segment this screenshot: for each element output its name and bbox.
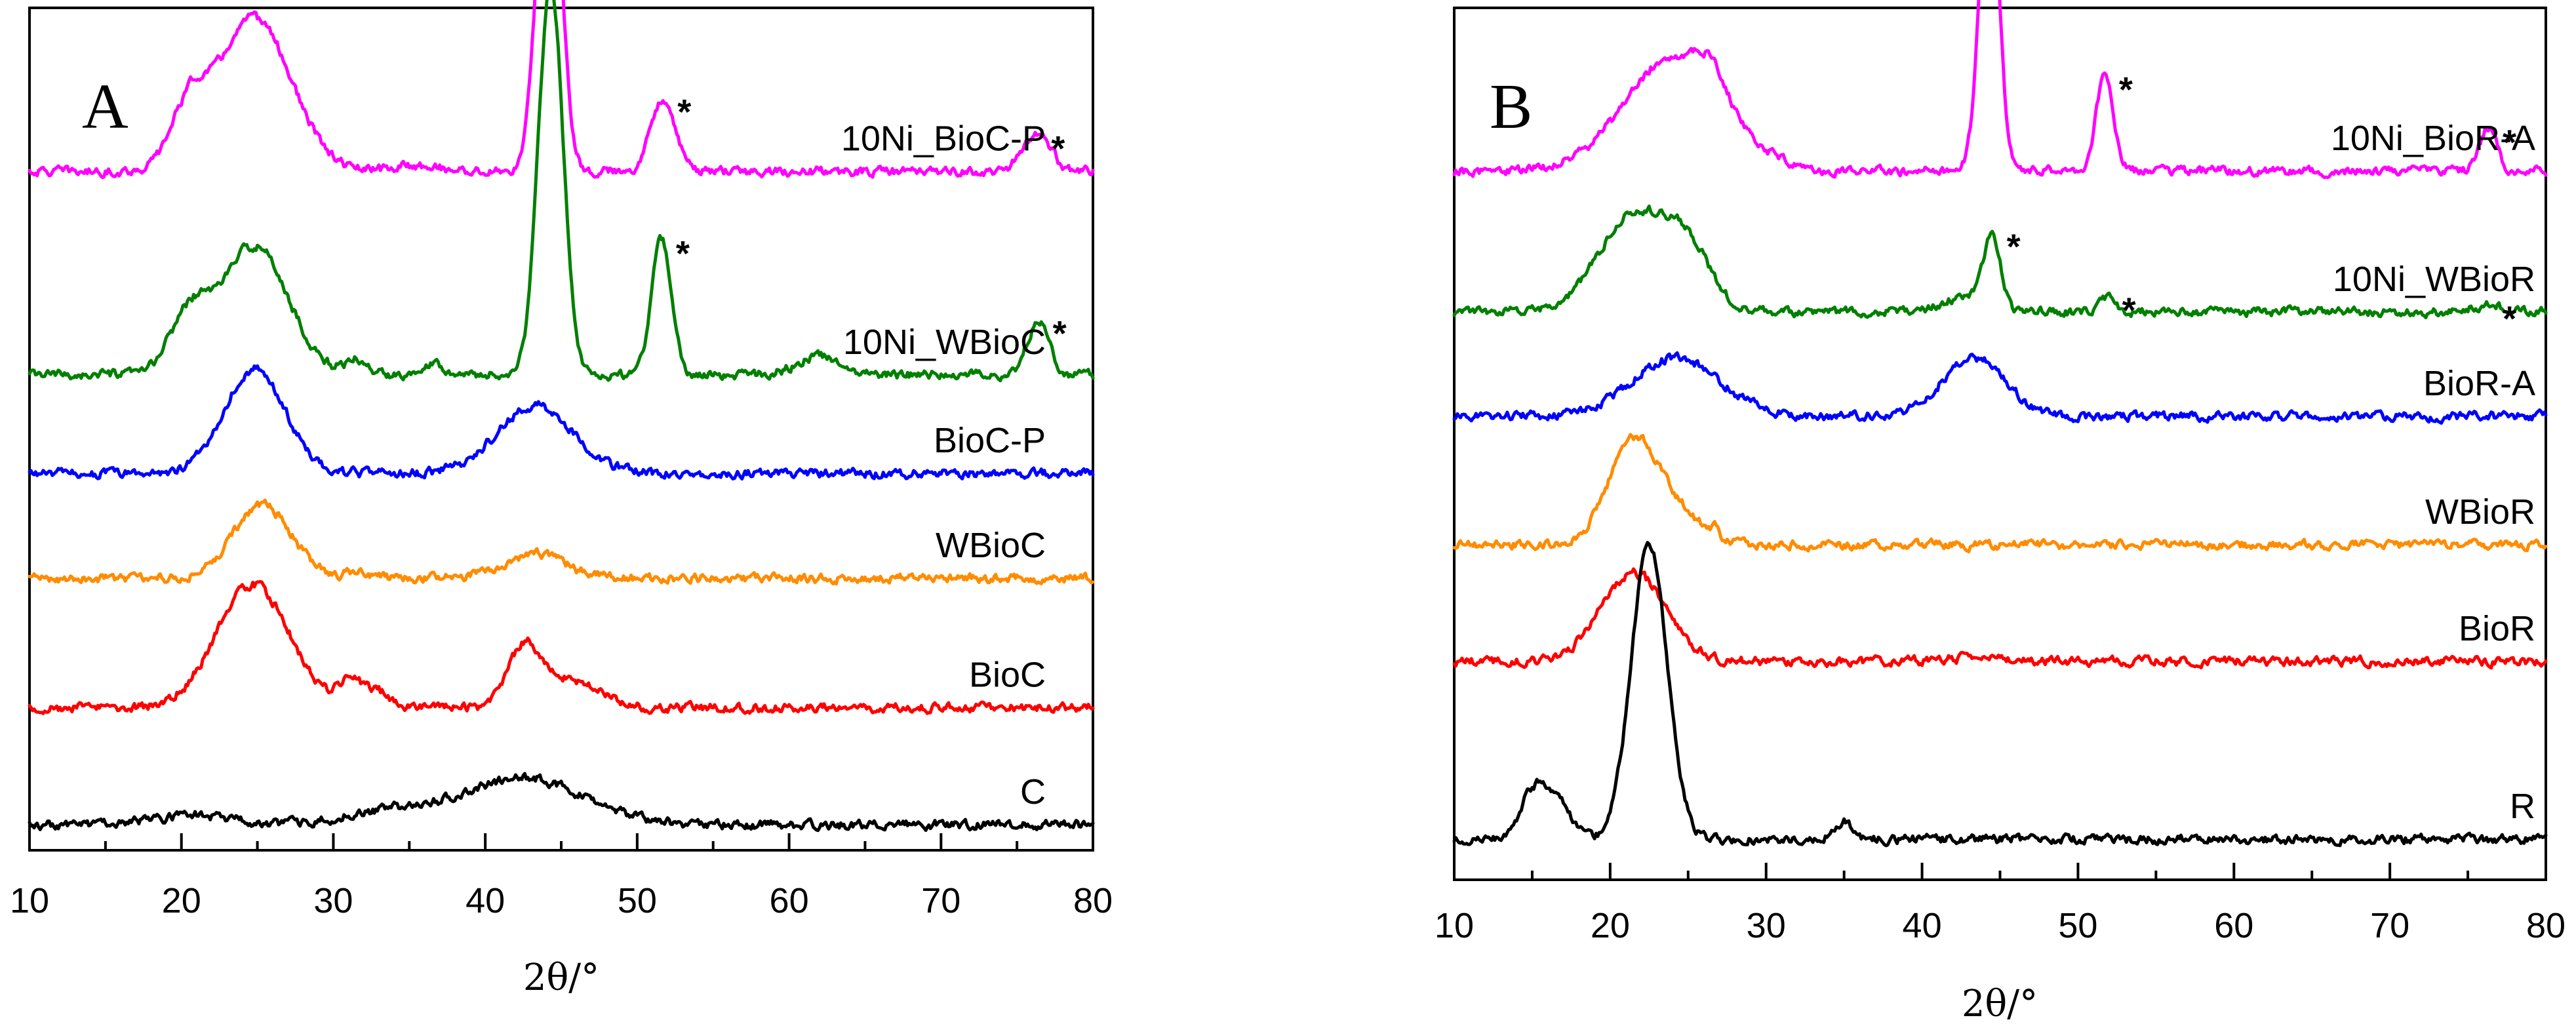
x-tick-label: 50 [618, 881, 657, 920]
x-tick-label: 20 [1591, 906, 1630, 945]
series-label: 10Ni_WBioC [843, 323, 1046, 362]
x-tick-label: 50 [2058, 906, 2097, 945]
series-label: WBioR [2425, 492, 2535, 532]
series-line-bioc-p [28, 364, 1095, 481]
panel-a-x-axis-title: 2θ/° [523, 956, 599, 999]
series-line-bior [1452, 567, 2548, 670]
peak-marker: * [2119, 70, 2133, 109]
x-tick-label: 70 [921, 881, 961, 920]
panel-b-x-ticks: 10 20 30 40 50 60 70 80 [1435, 863, 2566, 945]
x-tick-label: 40 [466, 881, 505, 920]
panel-a-x-ticks: 10 20 30 40 50 60 70 80 [10, 833, 1113, 920]
series-line-wbioc [28, 498, 1095, 586]
peak-marker: * [2503, 300, 2516, 339]
series-line-10ni-wbioc [28, 0, 1095, 383]
series-label: R [2510, 787, 2535, 826]
x-tick-label: 10 [10, 881, 49, 920]
peak-marker: * [1051, 129, 1065, 168]
series-label: BioR [2459, 609, 2535, 648]
series-label: BioR-A [2423, 364, 2535, 403]
peak-marker: * [2122, 291, 2136, 330]
series-line-10ni-wbior [1452, 205, 2548, 320]
series-label: BioC-P [934, 421, 1046, 460]
panel-b-label: B [1490, 71, 1532, 142]
panel-a-series: 10Ni_BioC-P***10Ni_WBioC***BioC-PWBioCBi… [28, 0, 1095, 833]
series-line-bioc [28, 580, 1095, 715]
peak-marker: * [565, 0, 579, 14]
series-line-wbior [1452, 433, 2548, 553]
series-label: 10Ni_BioR-A [2331, 119, 2535, 158]
series-label: C [1020, 772, 1046, 812]
x-tick-label: 10 [1435, 906, 1474, 945]
x-tick-label: 40 [1903, 906, 1942, 945]
series-line-bior-a [1452, 351, 2548, 425]
series-label: BioC [969, 655, 1046, 694]
x-tick-label: 60 [770, 881, 809, 920]
x-tick-label: 20 [162, 881, 201, 920]
x-tick-label: 30 [1747, 906, 1786, 945]
series-line-c [28, 772, 1095, 833]
x-tick-label: 80 [1073, 881, 1113, 920]
x-tick-label: 30 [313, 881, 353, 920]
series-line-10ni-bior-a [1452, 0, 2548, 180]
series-label: 10Ni_BioC-P [841, 119, 1046, 159]
x-tick-label: 70 [2370, 906, 2409, 945]
series-label: 10Ni_WBioR [2333, 260, 2535, 299]
peak-marker: * [677, 92, 691, 132]
x-tick-label: 60 [2214, 906, 2253, 945]
panel-a-label: A [82, 71, 129, 142]
peak-marker: * [676, 234, 690, 273]
peak-marker: * [2503, 123, 2516, 162]
series-line-r [1452, 541, 2548, 848]
series-line-10ni-bioc-p [28, 0, 1095, 180]
peak-marker: * [2007, 227, 2021, 266]
panel-b-x-axis-title: 2θ/° [1962, 983, 2038, 1024]
peak-marker: * [1053, 314, 1067, 353]
series-label: WBioC [936, 526, 1046, 565]
x-tick-label: 80 [2526, 906, 2566, 945]
panel-b-series: 10Ni_BioR-A***10Ni_WBioR***BioR-AWBioRBi… [1452, 0, 2548, 848]
